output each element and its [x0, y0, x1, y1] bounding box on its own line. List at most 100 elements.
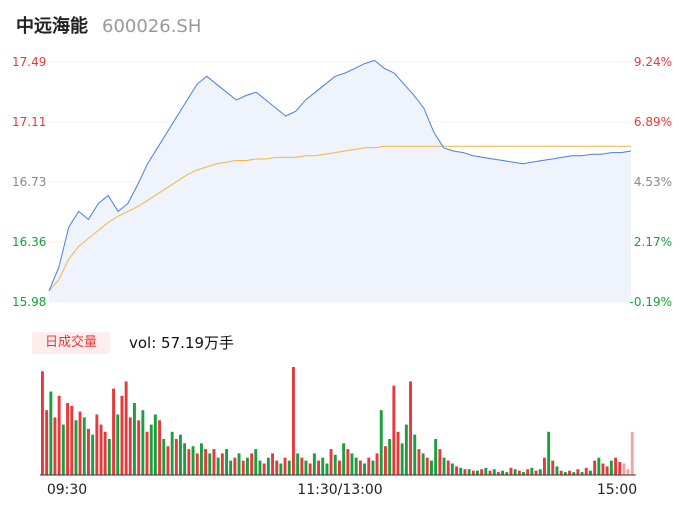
volume-bar	[459, 467, 463, 475]
volume-bar	[622, 463, 626, 475]
volume-bar	[597, 457, 601, 475]
volume-bar	[325, 463, 329, 475]
volume-bar	[91, 434, 95, 475]
volume-bar	[241, 460, 245, 475]
volume-bar	[250, 453, 254, 475]
volume-bar	[279, 463, 283, 475]
volume-bar	[434, 439, 438, 475]
volume-bar	[329, 449, 333, 475]
volume-bar	[200, 443, 203, 475]
volume-bar	[300, 457, 304, 475]
price-axis-labels: 17.49 17.11 16.73 16.36 15.98	[12, 55, 46, 309]
price-tick-label: 15.98	[12, 295, 46, 309]
volume-bar	[501, 470, 504, 475]
volume-bar	[538, 469, 542, 475]
percent-axis-labels: 9.24% 6.89% 4.53% 2.17% -0.19%	[630, 55, 672, 309]
volume-bar	[292, 367, 295, 475]
volume-bar	[237, 453, 241, 475]
volume-bar	[120, 395, 124, 475]
volume-bar	[450, 463, 454, 475]
stock-name: 中远海能	[16, 16, 88, 37]
volume-bar	[379, 410, 383, 475]
price-tick-label: 16.73	[12, 175, 46, 189]
volume-bar	[396, 431, 400, 475]
volume-bar	[87, 428, 90, 475]
volume-bar	[128, 417, 132, 475]
volume-bar	[476, 470, 479, 475]
percent-tick-label: 2.17%	[634, 235, 672, 249]
volume-bar	[183, 443, 187, 475]
volume-bar	[534, 470, 538, 475]
volume-bar	[509, 467, 513, 475]
volume-bar	[271, 453, 274, 475]
volume-bar	[425, 457, 429, 475]
volume-bar	[492, 469, 496, 475]
price-area	[49, 60, 631, 303]
volume-bar	[166, 446, 170, 475]
volume-bar	[99, 424, 103, 475]
volume-bar	[204, 449, 207, 475]
volume-bar	[133, 403, 136, 475]
volume-bar	[471, 470, 475, 475]
time-tick-label: 09:30	[47, 482, 87, 498]
volume-tab[interactable]: 日成交量	[32, 332, 110, 354]
volume-bar	[618, 462, 622, 475]
volume-bar	[384, 446, 387, 475]
volume-bar	[229, 460, 233, 475]
volume-bar	[593, 460, 597, 475]
volume-bar	[170, 431, 174, 475]
volume-bar	[287, 460, 291, 475]
volume-bar	[103, 431, 107, 475]
volume-bar	[321, 457, 325, 475]
volume-bar	[517, 470, 521, 475]
volume-bar	[78, 411, 82, 475]
volume-bar	[191, 446, 195, 475]
average-line	[48, 145, 631, 292]
volume-bar	[363, 463, 366, 475]
volume-bar	[179, 434, 182, 475]
volume-bar	[547, 431, 551, 475]
volume-bar	[463, 469, 467, 475]
volume-bar	[392, 385, 396, 475]
volume-bar	[375, 453, 379, 475]
time-tick-label: 15:00	[597, 482, 637, 498]
volume-bar	[212, 449, 216, 475]
volume-bar	[95, 414, 99, 475]
volume-bar	[388, 439, 392, 475]
volume-bar	[225, 449, 228, 475]
price-tick-label: 17.11	[12, 115, 46, 129]
volume-bar	[484, 467, 488, 475]
volume-bar	[338, 460, 341, 475]
volume-bar	[601, 463, 605, 475]
volume-bar	[74, 420, 78, 475]
volume-bar	[283, 457, 287, 475]
volume-bar	[70, 405, 74, 475]
volume-bar	[430, 460, 433, 475]
time-tick-label: 11:30/13:00	[297, 482, 382, 498]
volume-bar	[626, 469, 630, 475]
volume-bar	[258, 460, 262, 475]
volume-bar	[342, 443, 346, 475]
volume-bar	[246, 457, 249, 475]
volume-bar	[350, 453, 354, 475]
volume-bar	[195, 453, 199, 475]
volume-bar	[417, 449, 421, 475]
volume-bar	[404, 424, 408, 475]
volume-bar	[438, 449, 442, 475]
volume-bar	[317, 460, 320, 475]
volume-bar	[580, 472, 584, 475]
volume-bar	[107, 439, 111, 475]
volume-bar	[522, 472, 525, 475]
volume-bar	[158, 420, 161, 475]
volume-bar	[53, 417, 57, 475]
volume-bar	[333, 454, 337, 475]
volume-bar	[174, 439, 178, 475]
price-tick-label: 17.49	[12, 55, 46, 69]
volume-bar	[137, 420, 141, 475]
volume-bar	[296, 453, 300, 475]
volume-bar	[312, 453, 316, 475]
volume-bar	[66, 403, 69, 475]
volume-bar	[488, 470, 492, 475]
volume-bar	[568, 470, 571, 475]
volume-bar	[413, 434, 417, 475]
